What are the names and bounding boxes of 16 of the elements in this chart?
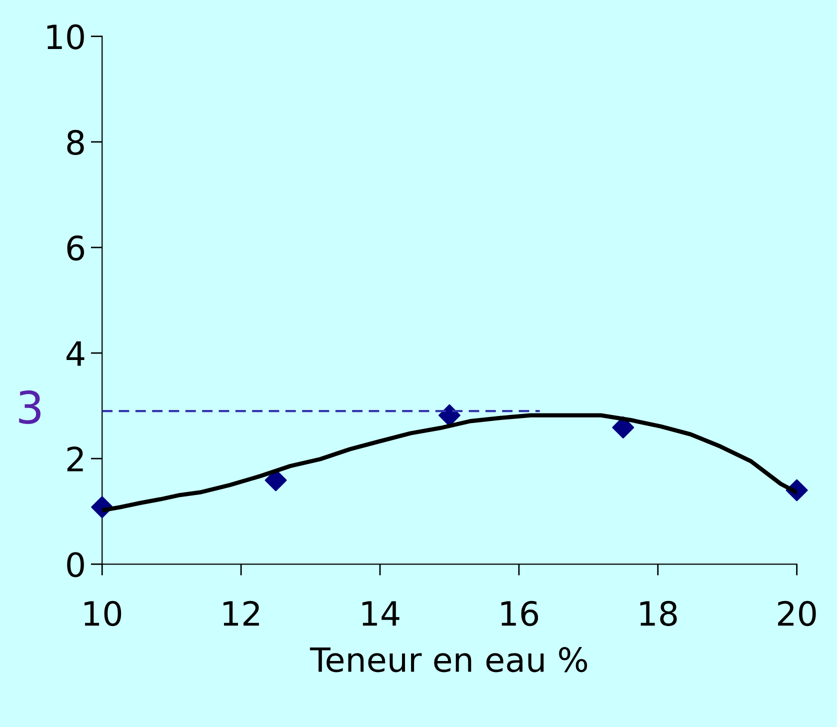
point xyxy=(438,404,460,426)
annotation: 3 xyxy=(19,390,40,424)
y-tick-label: 10 xyxy=(47,24,84,50)
x-axis-title: Teneur en eau % xyxy=(310,647,588,672)
y-tick-label: 6 xyxy=(67,235,84,261)
x-tick-label: 16 xyxy=(501,600,538,626)
x-tick-label: 10 xyxy=(84,600,122,626)
point xyxy=(612,416,634,438)
x-tick-label: 12 xyxy=(224,600,259,626)
y-tick-label: 2 xyxy=(67,446,83,472)
y-tick-label: 8 xyxy=(67,130,84,156)
x-tick-label: 14 xyxy=(362,601,400,626)
x-tick-label: 18 xyxy=(640,600,677,626)
x-tick-label: 20 xyxy=(778,600,816,626)
y-tick-label: 0 xyxy=(67,552,84,578)
y-tick-label: 4 xyxy=(66,341,84,366)
